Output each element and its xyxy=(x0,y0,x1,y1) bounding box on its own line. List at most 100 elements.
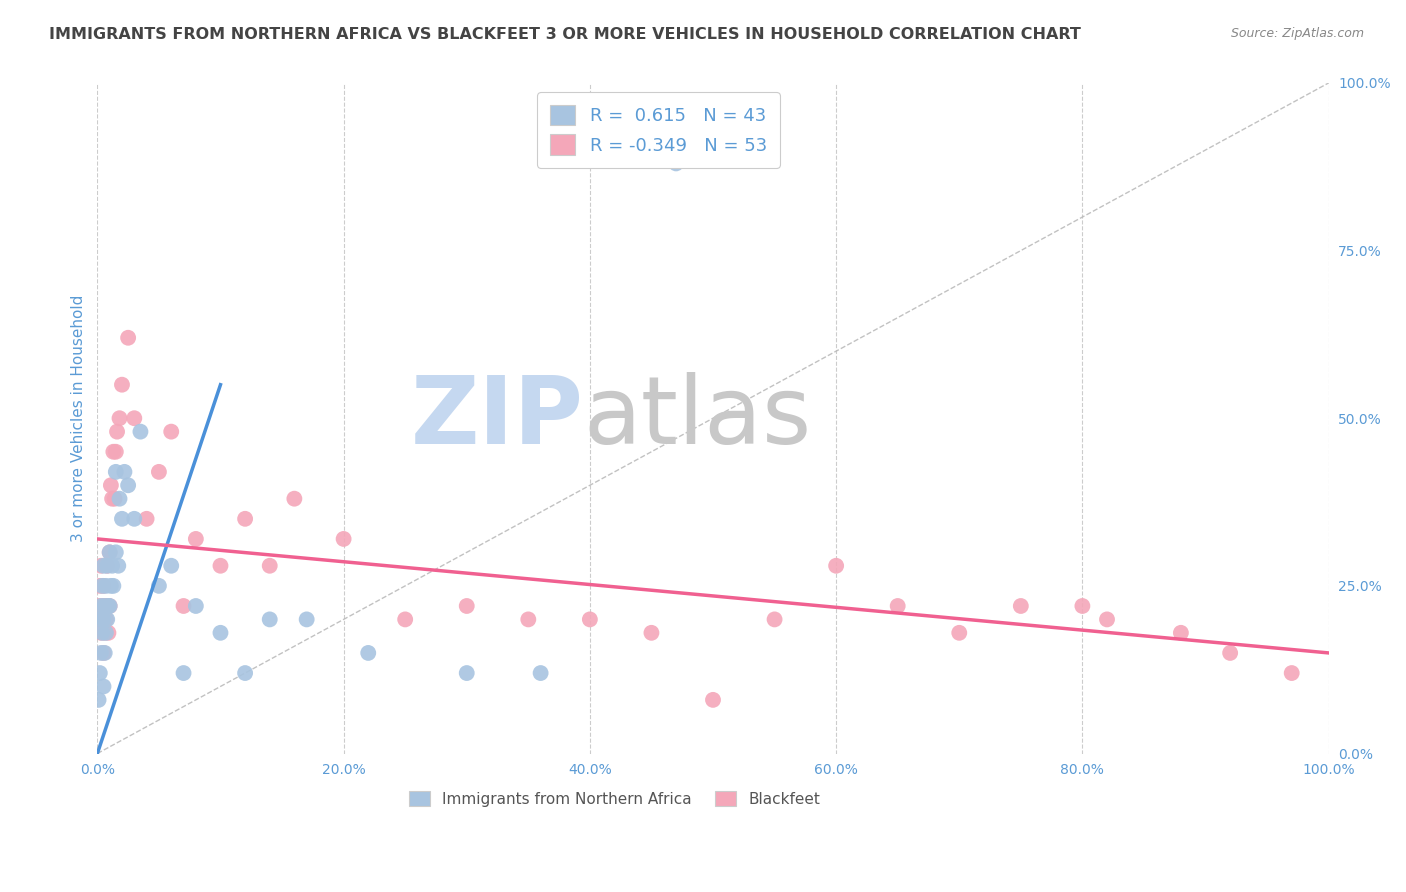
Point xyxy=(98,545,121,559)
Point xyxy=(357,646,380,660)
Point xyxy=(148,579,170,593)
Point xyxy=(108,491,131,506)
Point xyxy=(105,425,128,439)
Point xyxy=(89,579,111,593)
Point xyxy=(665,156,688,170)
Point xyxy=(579,612,602,626)
Point xyxy=(160,425,183,439)
Point xyxy=(1010,599,1032,613)
Point xyxy=(104,545,127,559)
Text: ZIP: ZIP xyxy=(411,372,583,464)
Point xyxy=(97,625,120,640)
Point xyxy=(295,612,318,626)
Point xyxy=(763,612,786,626)
Point xyxy=(259,558,281,573)
Point xyxy=(209,558,232,573)
Point xyxy=(89,612,111,626)
Point xyxy=(93,680,115,694)
Point xyxy=(91,612,114,626)
Point xyxy=(93,625,115,640)
Point xyxy=(104,491,127,506)
Point xyxy=(124,411,146,425)
Point xyxy=(93,599,115,613)
Point xyxy=(89,612,111,626)
Point xyxy=(91,579,114,593)
Point xyxy=(111,377,134,392)
Point xyxy=(111,512,134,526)
Point xyxy=(104,465,127,479)
Point xyxy=(98,599,121,613)
Point xyxy=(148,465,170,479)
Point xyxy=(283,491,305,506)
Point xyxy=(93,558,115,573)
Point xyxy=(94,625,117,640)
Point xyxy=(1170,625,1192,640)
Point xyxy=(93,646,115,660)
Point xyxy=(90,558,112,573)
Point xyxy=(530,666,553,681)
Point xyxy=(93,646,115,660)
Point xyxy=(948,625,970,640)
Point xyxy=(93,579,115,593)
Legend: Immigrants from Northern Africa, Blackfeet: Immigrants from Northern Africa, Blackfe… xyxy=(402,785,827,813)
Point xyxy=(124,512,146,526)
Point xyxy=(94,612,117,626)
Point xyxy=(114,465,136,479)
Text: IMMIGRANTS FROM NORTHERN AFRICA VS BLACKFEET 3 OR MORE VEHICLES IN HOUSEHOLD COR: IMMIGRANTS FROM NORTHERN AFRICA VS BLACK… xyxy=(49,27,1081,42)
Point xyxy=(1071,599,1094,613)
Point xyxy=(103,579,125,593)
Point xyxy=(1281,666,1303,681)
Point xyxy=(640,625,662,640)
Point xyxy=(886,599,908,613)
Point xyxy=(259,612,281,626)
Point xyxy=(90,625,112,640)
Point xyxy=(394,612,416,626)
Point xyxy=(94,579,117,593)
Point xyxy=(1219,646,1241,660)
Point xyxy=(97,599,120,613)
Point xyxy=(117,478,139,492)
Point xyxy=(173,599,195,613)
Point xyxy=(129,425,152,439)
Point xyxy=(96,558,118,573)
Point xyxy=(98,545,121,559)
Point xyxy=(87,599,110,613)
Point xyxy=(173,666,195,681)
Point xyxy=(117,331,139,345)
Point xyxy=(100,478,122,492)
Text: atlas: atlas xyxy=(583,372,813,464)
Point xyxy=(90,599,112,613)
Point xyxy=(1095,612,1118,626)
Point xyxy=(517,612,540,626)
Point xyxy=(184,599,207,613)
Text: Source: ZipAtlas.com: Source: ZipAtlas.com xyxy=(1230,27,1364,40)
Point xyxy=(108,411,131,425)
Point xyxy=(98,599,121,613)
Point xyxy=(135,512,157,526)
Point xyxy=(90,646,112,660)
Point xyxy=(107,558,129,573)
Y-axis label: 3 or more Vehicles in Household: 3 or more Vehicles in Household xyxy=(72,294,86,542)
Point xyxy=(101,558,124,573)
Point xyxy=(233,512,256,526)
Point xyxy=(101,491,124,506)
Point xyxy=(93,612,115,626)
Point xyxy=(100,579,122,593)
Point xyxy=(184,532,207,546)
Point xyxy=(104,444,127,458)
Point xyxy=(89,666,111,681)
Point xyxy=(233,666,256,681)
Point xyxy=(87,693,110,707)
Point xyxy=(209,625,232,640)
Point xyxy=(456,599,478,613)
Point xyxy=(93,599,115,613)
Point xyxy=(96,599,118,613)
Point xyxy=(332,532,354,546)
Point xyxy=(91,599,114,613)
Point xyxy=(96,612,118,626)
Point xyxy=(160,558,183,573)
Point xyxy=(96,558,118,573)
Point xyxy=(702,693,724,707)
Point xyxy=(825,558,848,573)
Point xyxy=(456,666,478,681)
